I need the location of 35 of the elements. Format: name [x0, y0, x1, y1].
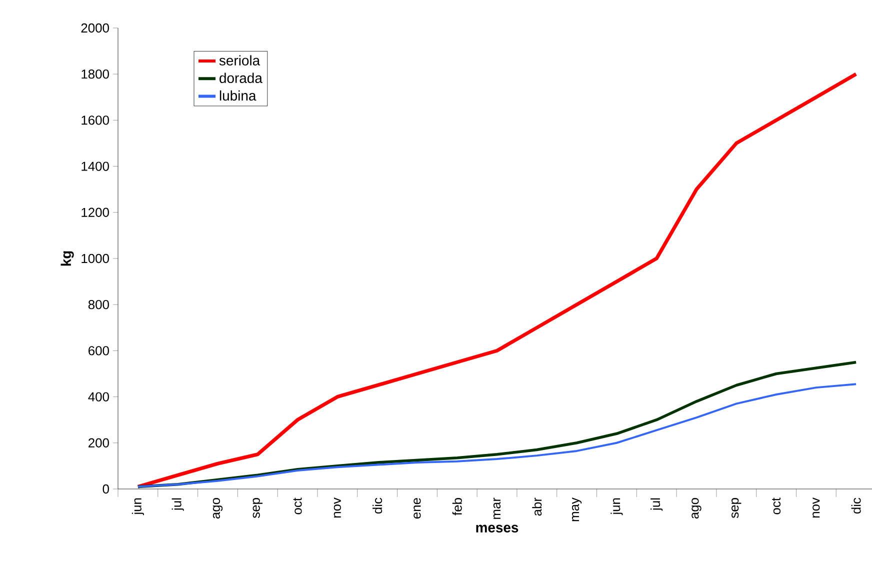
x-tick-label: ene — [414, 498, 421, 519]
x-tick-label: dic — [851, 498, 861, 514]
y-tick-label: 1600 — [82, 116, 109, 125]
x-tick-label: abr — [532, 498, 542, 516]
x-tick-label: mar — [493, 498, 501, 519]
legend-label: lubina — [220, 90, 256, 101]
x-tick-label: nov — [812, 498, 820, 518]
x-tick-label: sep — [252, 498, 262, 518]
x-tick-label: jul — [172, 498, 184, 511]
x-tick-label: feb — [452, 498, 462, 516]
y-tick-label: 200 — [88, 438, 109, 448]
x-tick-label: ago — [212, 498, 223, 519]
y-tick-label: 0 — [102, 484, 109, 494]
x-tick-label: may — [572, 498, 582, 522]
y-tick-label: 400 — [88, 392, 109, 402]
x-tick-label: jun — [132, 498, 144, 516]
x-tick-label: sep — [732, 498, 742, 518]
legend-label: seriola — [219, 55, 260, 66]
x-tick-label: ago — [692, 498, 702, 519]
x-axis-title: meses — [476, 524, 518, 532]
y-tick-label: 600 — [88, 346, 109, 356]
x-tick-label: nov — [334, 498, 341, 518]
x-tick-label: dic — [372, 498, 382, 514]
y-tick-label: 800 — [88, 300, 109, 310]
y-tick-label: 1400 — [82, 162, 109, 171]
y-tick-label: 1000 — [82, 254, 109, 264]
y-tick-label: 1800 — [82, 69, 109, 79]
legend-label: dorada — [220, 72, 262, 84]
x-tick-label: oct — [772, 498, 781, 514]
x-tick-label: jul — [650, 498, 663, 511]
x-tick-label: oct — [293, 498, 302, 514]
y-axis-title: kg — [60, 251, 74, 266]
y-tick-label: 2000 — [81, 23, 109, 33]
y-tick-label: 1200 — [82, 208, 109, 217]
x-tick-label: jun — [610, 498, 623, 516]
